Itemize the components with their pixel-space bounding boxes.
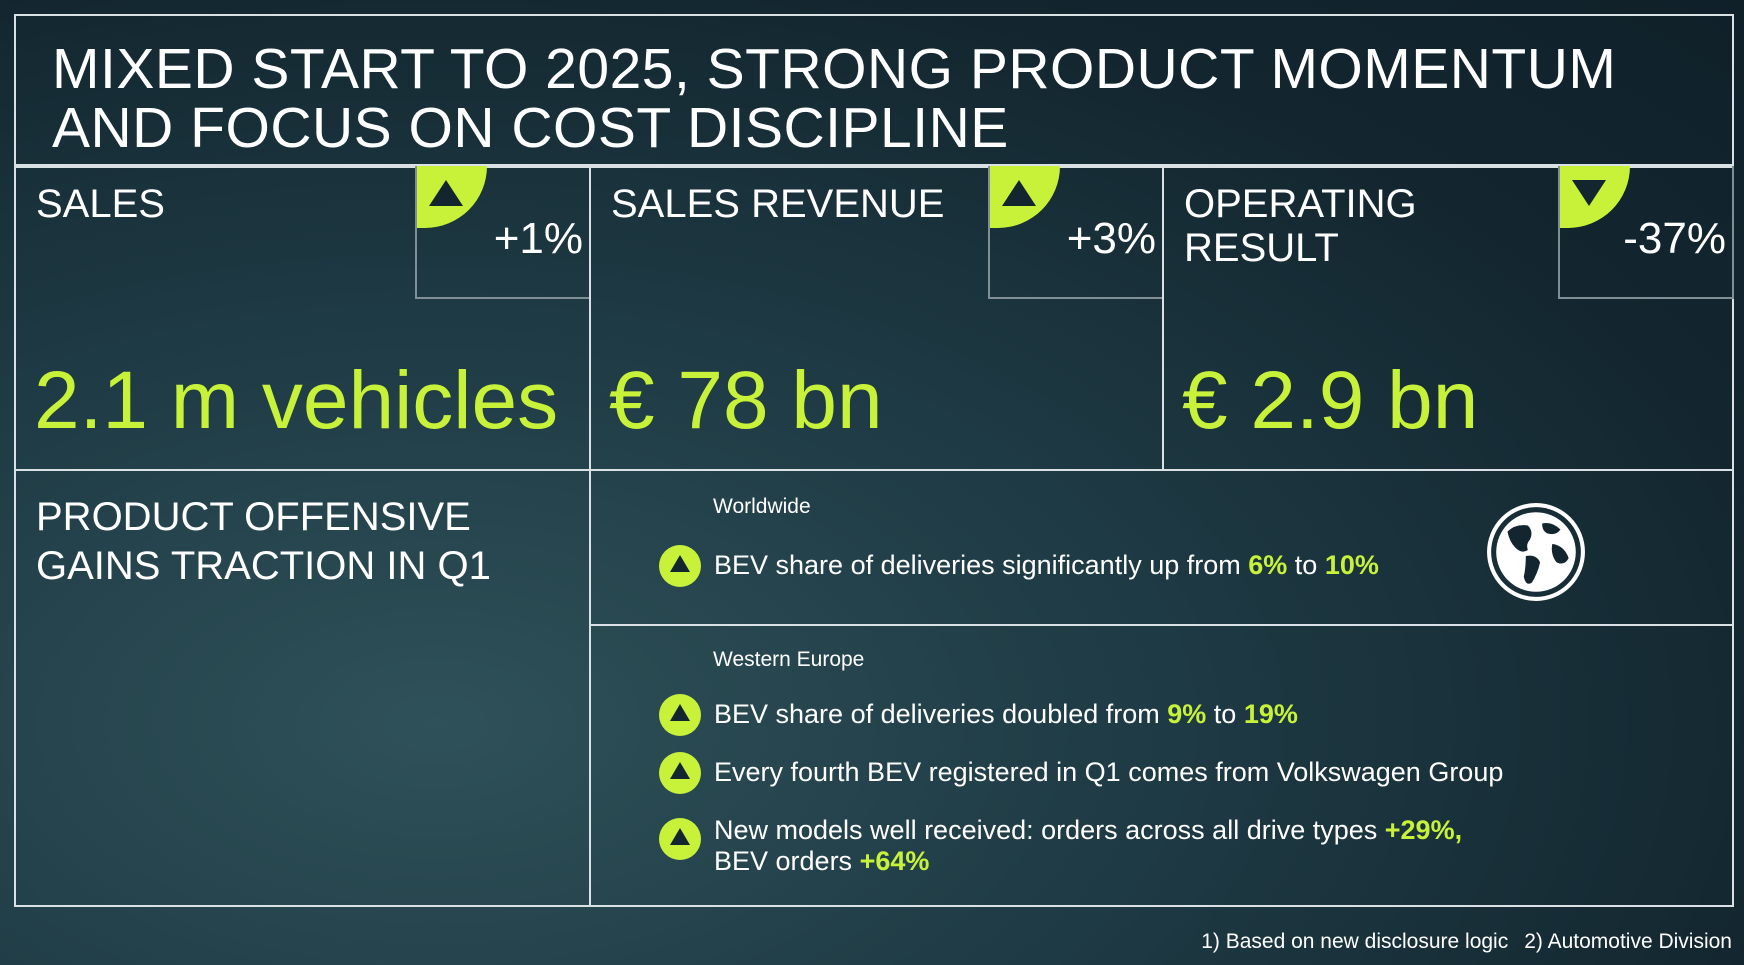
heading-line-1: PRODUCT OFFENSIVE [36, 495, 471, 539]
kpi-value: € 78 bn [609, 355, 883, 446]
kpi-label: OPERATING RESULT [1184, 182, 1417, 270]
kpi-label-text-line-2: RESULT [1184, 226, 1339, 270]
bullet-text: BEV share of deliveries doubled from 9% … [714, 694, 1298, 730]
triangle-down-icon [1560, 166, 1630, 228]
highlight-value: 10% [1324, 550, 1379, 580]
change-value: +1% [493, 214, 583, 263]
text-fragment: BEV orders [714, 846, 860, 876]
bullet-text: Every fourth BEV registered in Q1 comes … [714, 757, 1504, 787]
change-value: +3% [1066, 214, 1156, 263]
kpi-value: € 2.9 bn [1182, 355, 1479, 446]
triangle-up-icon [659, 545, 701, 587]
heading-line-2: GAINS TRACTION IN Q1 [36, 544, 491, 588]
globe-icon [1487, 503, 1585, 601]
title-panel: MIXED START TO 2025, STRONG PRODUCT MOME… [14, 14, 1734, 166]
footnotes: 1) Based on new disclosure logic 2) Autom… [1185, 930, 1732, 954]
highlight-value: 9% [1167, 699, 1207, 729]
region-label: Worldwide [713, 495, 811, 518]
footnote-1: 1) Based on new disclosure logic [1201, 930, 1509, 953]
triangle-up-icon [659, 818, 701, 860]
kpi-label-text: OPERATING [1184, 182, 1417, 226]
title-line-1: MIXED START TO 2025, STRONG PRODUCT MOME… [52, 37, 1617, 101]
kpi-label: SALES REVENUE [611, 182, 944, 226]
kpi-label: SALES [36, 182, 165, 226]
list-item: New models well received: orders across … [659, 810, 1462, 877]
kpi-sales: SALES +1% 2.1 m vehicles [14, 166, 591, 471]
text-fragment: New models well received: orders across … [714, 815, 1385, 845]
list-item: BEV share of deliveries significantly up… [659, 545, 1379, 587]
change-indicator: -37% [1558, 166, 1734, 299]
section-heading: PRODUCT OFFENSIVE GAINS TRACTION IN Q1 [36, 493, 491, 591]
highlight-value: +29%, [1384, 815, 1463, 845]
triangle-up-icon [417, 166, 487, 228]
western-europe-panel: Western Europe BEV share of deliveries d… [589, 624, 1734, 907]
text-fragment: BEV share of deliveries doubled from [714, 699, 1168, 729]
highlight-value: 19% [1243, 699, 1298, 729]
page-title: MIXED START TO 2025, STRONG PRODUCT MOME… [52, 40, 1616, 158]
bullet-text: New models well received: orders across … [714, 810, 1462, 877]
triangle-up-icon [659, 752, 701, 794]
footnote-2: 2) Automotive Division [1524, 930, 1732, 953]
bullet-text: BEV share of deliveries significantly up… [714, 545, 1379, 581]
kpi-value: 2.1 m vehicles [34, 355, 559, 446]
kpi-operating-result: OPERATING RESULT -37% € 2.9 bn [1162, 166, 1734, 471]
text-fragment: to [1287, 550, 1325, 580]
title-line-2: AND FOCUS ON COST DISCIPLINE [52, 96, 1009, 160]
worldwide-panel: Worldwide BEV share of deliveries signif… [589, 469, 1734, 626]
kpi-sales-revenue: SALES REVENUE +3% € 78 bn [589, 166, 1164, 471]
change-indicator: +1% [415, 166, 591, 299]
kpi-label-text: SALES [36, 182, 165, 226]
highlight-value: 6% [1248, 550, 1288, 580]
region-label: Western Europe [713, 648, 865, 671]
change-value: -37% [1623, 214, 1726, 263]
list-item: BEV share of deliveries doubled from 9% … [659, 694, 1298, 736]
triangle-up-icon [659, 694, 701, 736]
kpi-label-text: SALES REVENUE [611, 182, 945, 226]
change-indicator: +3% [988, 166, 1164, 299]
list-item: Every fourth BEV registered in Q1 comes … [659, 752, 1503, 794]
text-fragment: BEV share of deliveries significantly up… [714, 550, 1249, 580]
highlight-value: +64% [859, 846, 930, 876]
triangle-up-icon [990, 166, 1060, 228]
product-offensive-panel: PRODUCT OFFENSIVE GAINS TRACTION IN Q1 [14, 469, 591, 907]
text-fragment: to [1206, 699, 1244, 729]
